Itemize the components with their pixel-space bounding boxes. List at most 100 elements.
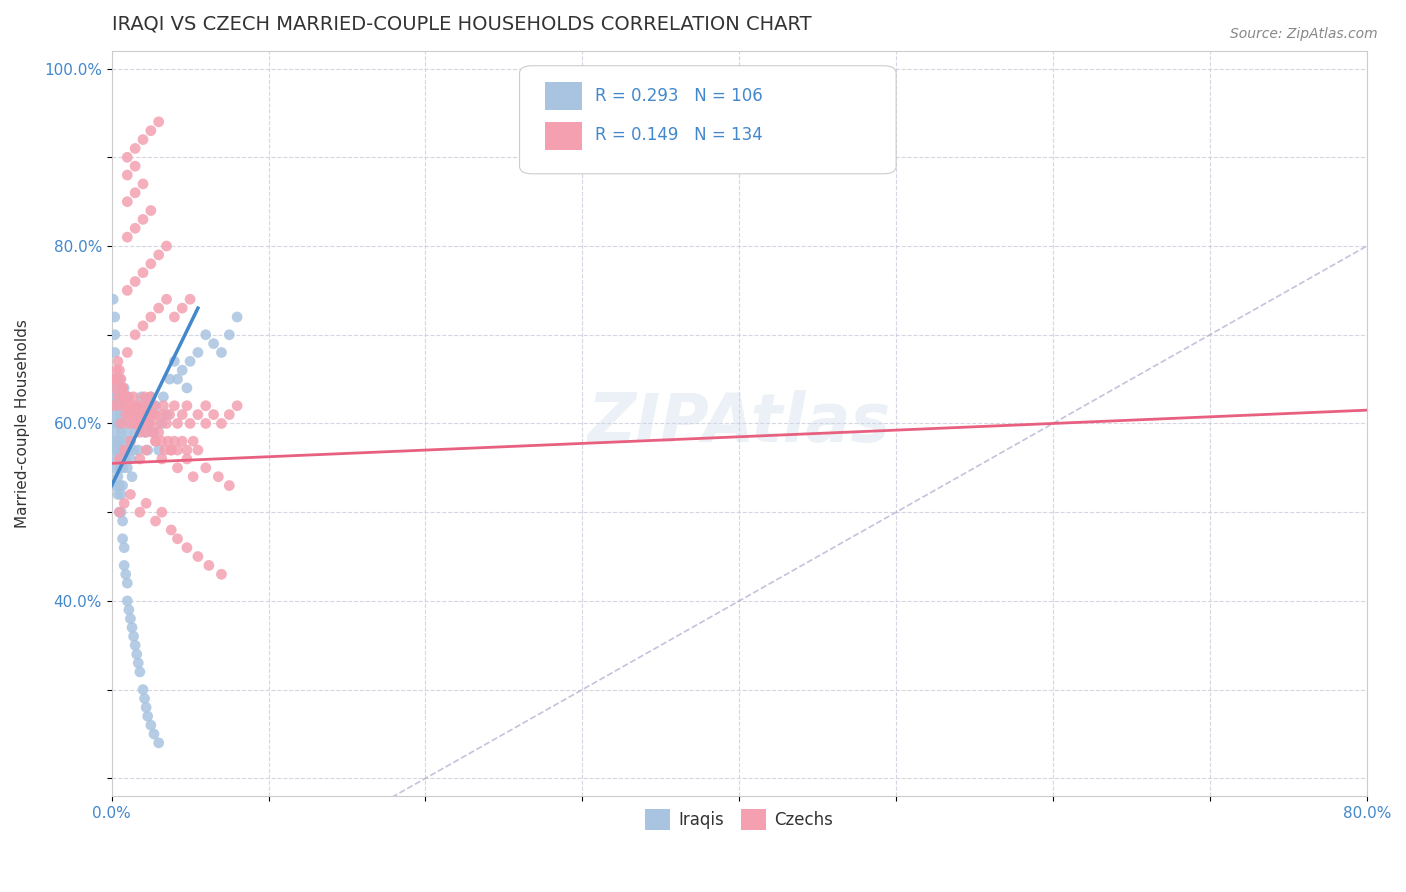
- Point: [104, 478, 127, 492]
- Point: [127, 417, 149, 431]
- Point: [110, 417, 132, 431]
- Point: [120, 408, 142, 422]
- Point: [136, 399, 159, 413]
- Point: [202, 408, 225, 422]
- Point: [104, 372, 127, 386]
- Point: [108, 408, 131, 422]
- Point: [117, 460, 139, 475]
- Point: [108, 363, 131, 377]
- Point: [120, 612, 142, 626]
- Point: [117, 345, 139, 359]
- Point: [111, 417, 134, 431]
- Point: [108, 505, 131, 519]
- Point: [187, 408, 209, 422]
- Point: [148, 425, 170, 440]
- Point: [117, 284, 139, 298]
- Point: [132, 417, 155, 431]
- Point: [128, 665, 150, 679]
- Point: [176, 443, 198, 458]
- Point: [176, 381, 198, 395]
- Point: [124, 417, 146, 431]
- Point: [155, 239, 177, 253]
- Point: [136, 709, 159, 723]
- Point: [131, 399, 153, 413]
- Point: [145, 408, 167, 422]
- Point: [143, 425, 166, 440]
- Point: [135, 408, 157, 422]
- Point: [136, 443, 159, 458]
- Point: [141, 408, 163, 422]
- Point: [218, 478, 240, 492]
- Point: [176, 452, 198, 467]
- Point: [124, 141, 146, 155]
- Point: [181, 469, 204, 483]
- Point: [114, 408, 136, 422]
- Point: [128, 452, 150, 467]
- Point: [125, 399, 148, 413]
- Point: [112, 390, 135, 404]
- Point: [148, 736, 170, 750]
- Point: [105, 425, 128, 440]
- Point: [107, 434, 129, 449]
- Point: [111, 514, 134, 528]
- Point: [139, 390, 162, 404]
- Point: [108, 505, 131, 519]
- Point: [105, 408, 128, 422]
- Point: [148, 301, 170, 315]
- Point: [150, 408, 173, 422]
- Point: [124, 275, 146, 289]
- Text: ZIPAtlas: ZIPAtlas: [588, 391, 891, 457]
- Point: [194, 460, 217, 475]
- Point: [118, 390, 141, 404]
- Point: [226, 310, 249, 324]
- Point: [105, 381, 128, 395]
- Point: [138, 417, 160, 431]
- Point: [226, 399, 249, 413]
- Point: [139, 203, 162, 218]
- Point: [128, 417, 150, 431]
- Point: [198, 558, 221, 573]
- Point: [135, 443, 157, 458]
- Point: [159, 408, 181, 422]
- Point: [135, 425, 157, 440]
- Point: [127, 443, 149, 458]
- Point: [194, 327, 217, 342]
- Point: [105, 372, 128, 386]
- Point: [150, 434, 173, 449]
- Point: [155, 408, 177, 422]
- Point: [139, 310, 162, 324]
- Point: [194, 417, 217, 431]
- Point: [121, 469, 143, 483]
- Point: [207, 469, 229, 483]
- Point: [132, 408, 155, 422]
- Point: [134, 691, 156, 706]
- Point: [101, 399, 124, 413]
- Point: [124, 638, 146, 652]
- Point: [112, 541, 135, 555]
- Point: [104, 381, 127, 395]
- Point: [114, 399, 136, 413]
- Point: [108, 452, 131, 467]
- Point: [107, 417, 129, 431]
- Point: [120, 399, 142, 413]
- Point: [105, 363, 128, 377]
- Point: [105, 390, 128, 404]
- Point: [209, 417, 232, 431]
- Point: [105, 372, 128, 386]
- Point: [143, 399, 166, 413]
- Point: [110, 399, 132, 413]
- Point: [145, 399, 167, 413]
- Point: [135, 399, 157, 413]
- Point: [152, 399, 174, 413]
- Point: [121, 408, 143, 422]
- Point: [117, 425, 139, 440]
- Point: [118, 443, 141, 458]
- Point: [117, 576, 139, 591]
- Point: [108, 478, 131, 492]
- Point: [148, 248, 170, 262]
- Point: [117, 194, 139, 209]
- Point: [160, 443, 183, 458]
- Point: [107, 487, 129, 501]
- Point: [138, 417, 160, 431]
- Point: [118, 417, 141, 431]
